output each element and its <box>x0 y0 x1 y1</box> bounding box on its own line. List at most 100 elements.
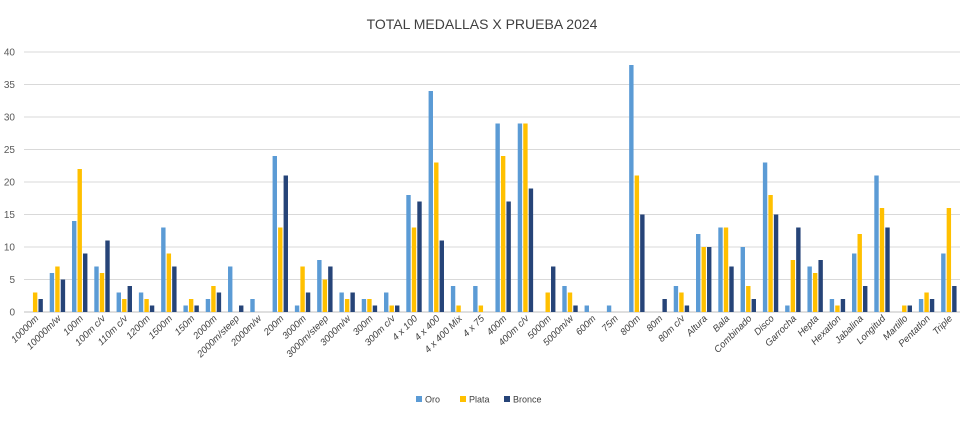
bar-oro <box>473 286 478 312</box>
bar-oro <box>116 292 121 312</box>
x-tick-label: Triple <box>931 313 955 337</box>
bar-oro <box>428 91 433 312</box>
bar-bronce <box>350 292 355 312</box>
legend: Oro Plata Bronce <box>416 395 542 405</box>
legend-label-plata: Plata <box>469 395 490 405</box>
bar-plata <box>55 266 60 312</box>
bar-oro <box>874 175 879 312</box>
bar-oro <box>294 305 300 312</box>
bar-plata <box>523 123 528 312</box>
bar-oro <box>250 299 255 312</box>
x-tick-label: 1200m <box>124 313 152 341</box>
y-axis-ticks: 0 5 10 15 20 25 30 35 40 <box>4 48 16 319</box>
bar-plata <box>812 273 818 312</box>
y-tick-label: 20 <box>4 178 16 189</box>
bar-oro <box>317 260 322 312</box>
bar-bronce <box>773 214 779 312</box>
bar-bronce <box>684 305 690 312</box>
y-tick-label: 10 <box>4 243 16 254</box>
bar-bronce <box>952 286 957 312</box>
bar-oro <box>606 305 612 312</box>
bar-bronce <box>283 175 288 312</box>
bar-oro <box>762 162 768 312</box>
bar-plata <box>768 195 773 312</box>
bar-plata <box>567 292 573 312</box>
bar-oro <box>584 305 589 312</box>
bar-plata <box>389 305 394 312</box>
bar-bronce <box>729 266 734 312</box>
bar-bronce <box>105 240 110 312</box>
bar-plata <box>634 175 640 312</box>
bar-oro <box>272 156 277 312</box>
bar-oro <box>673 286 679 312</box>
legend-swatch-oro <box>416 396 422 402</box>
bar-plata <box>835 305 840 312</box>
bar-bronce <box>216 292 222 312</box>
y-tick-label: 40 <box>4 48 16 59</box>
bar-plata <box>166 253 172 312</box>
bar-bronce <box>38 299 43 312</box>
bar-oro <box>183 305 188 312</box>
bar-oro <box>72 221 77 312</box>
bar-bronce <box>907 305 912 312</box>
chart-title: TOTAL MEDALLAS X PRUEBA 2024 <box>367 16 598 32</box>
bar-plata <box>857 234 862 312</box>
bar-plata <box>278 227 283 312</box>
bar-bronce <box>863 286 868 312</box>
bar-bronce <box>328 266 333 312</box>
bar-oro <box>562 286 567 312</box>
bar-plata <box>411 227 417 312</box>
bar-bronce <box>372 305 378 312</box>
bar-bronce <box>194 305 199 312</box>
bar-plata <box>500 156 506 312</box>
bar-plata <box>99 273 105 312</box>
x-tick-label: 600m <box>574 313 599 338</box>
bar-oro <box>361 299 367 312</box>
bar-oro <box>384 292 389 312</box>
bar-oro <box>696 234 701 312</box>
bar-bronce <box>506 201 511 312</box>
y-tick-label: 30 <box>4 113 16 124</box>
bar-bronce <box>818 260 823 312</box>
bar-bronce <box>662 299 667 312</box>
x-tick-label: 75m <box>600 313 621 334</box>
bar-plata <box>188 299 194 312</box>
bar-bronce <box>573 305 578 312</box>
bar-oro <box>495 123 500 312</box>
bar-bronce <box>640 214 645 312</box>
bar-bronce <box>439 240 444 312</box>
bar-bronce <box>840 299 846 312</box>
legend-swatch-plata <box>460 396 466 402</box>
bar-oro <box>807 266 812 312</box>
gridlines <box>24 51 960 313</box>
bar-oro <box>918 299 924 312</box>
bar-oro <box>406 195 411 312</box>
bar-bronce <box>395 305 400 312</box>
bar-oro <box>829 299 835 312</box>
y-tick-label: 25 <box>4 145 16 156</box>
bar-plata <box>723 227 729 312</box>
bar-bronce <box>929 299 935 312</box>
bar-oro <box>450 286 456 312</box>
bar-bronce <box>751 299 756 312</box>
bar-plata <box>300 266 305 312</box>
bar-bronce <box>417 201 422 312</box>
bar-oro <box>785 305 790 312</box>
bar-oro <box>941 253 946 312</box>
bar-oro <box>161 227 166 312</box>
bar-plata <box>545 292 550 312</box>
bar-plata <box>946 208 952 312</box>
bar-oro <box>339 292 344 312</box>
bar-bronce <box>83 253 88 312</box>
bar-plata <box>902 305 907 312</box>
bar-oro <box>228 266 233 312</box>
legend-label-oro: Oro <box>425 395 440 405</box>
bar-plata <box>122 299 127 312</box>
x-tick-label: 4 x 75 <box>461 313 488 340</box>
bar-oro <box>740 247 745 312</box>
bar-oro <box>629 65 634 312</box>
legend-swatch-bronce <box>504 396 510 402</box>
